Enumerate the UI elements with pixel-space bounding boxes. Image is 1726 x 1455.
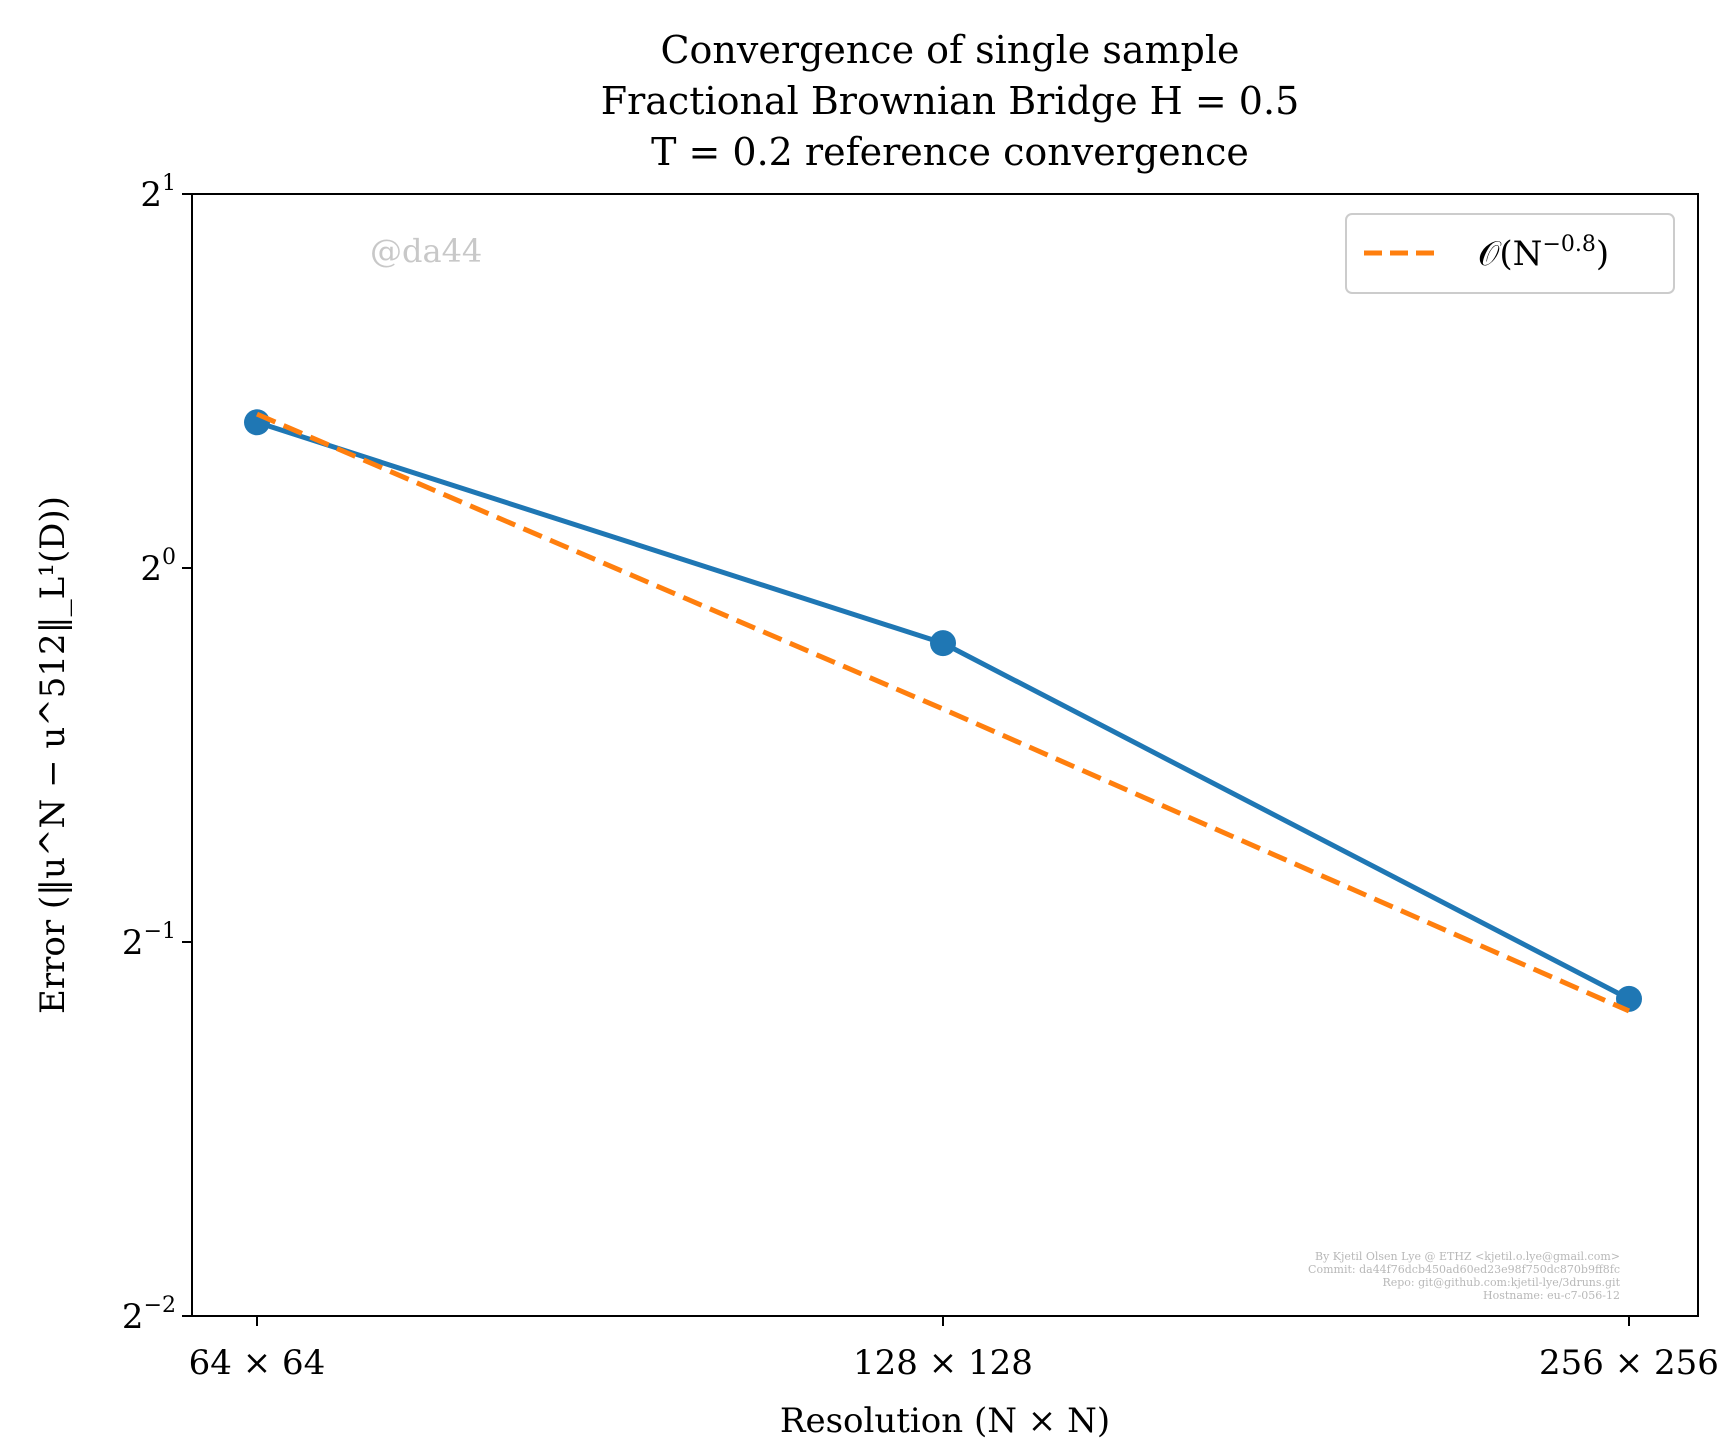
credit-line-4: Hostname: eu-c7-056-12 xyxy=(1483,1289,1620,1302)
legend-label-exp: −0.8 xyxy=(1542,232,1595,257)
chart-title-line-3: T = 0.2 reference convergence xyxy=(651,130,1249,174)
y-tick-base: 2 xyxy=(140,549,162,589)
x-tick-label: 64 × 64 xyxy=(189,1343,326,1383)
data-point-marker xyxy=(930,630,956,657)
y-tick-label: 2−2 xyxy=(122,1293,176,1337)
legend-label-reference: 𝒪(N−0.8) xyxy=(1478,232,1609,274)
credit-line-1: By Kjetil Olsen Lye @ ETHZ <kjetil.o.lye… xyxy=(1315,1250,1620,1263)
x-axis: 64 × 64 128 × 128 256 × 256 xyxy=(189,1316,1719,1383)
data-point-marker xyxy=(244,409,270,436)
reference-line xyxy=(256,411,1631,1014)
y-tick-label: 2−1 xyxy=(122,919,176,963)
legend-box xyxy=(1345,213,1675,294)
credit-line-3: Repo: git@github.com:kjetil-lye/3druns.g… xyxy=(1382,1276,1620,1289)
series-group xyxy=(244,409,1642,1014)
y-tick-base: 2 xyxy=(122,1297,144,1337)
chart-title-line-2: Fractional Brownian Bridge H = 0.5 xyxy=(601,79,1300,123)
y-axis-label: Error (‖u^N − u^512‖_L¹(D)) xyxy=(33,496,73,1014)
legend-label-suffix: ) xyxy=(1596,234,1609,274)
legend-label-prefix: 𝒪(N xyxy=(1478,234,1542,274)
credit-line-2: Commit: da44f76dcb450ad60ed23e98f750dc87… xyxy=(1308,1263,1620,1276)
y-tick-exponent: 0 xyxy=(162,545,176,570)
credits-block: By Kjetil Olsen Lye @ ETHZ <kjetil.o.lye… xyxy=(1308,1250,1621,1302)
watermark-text: @da44 xyxy=(370,232,482,270)
legend: 𝒪(N−0.8) xyxy=(1345,213,1675,294)
error-line xyxy=(256,419,1631,1002)
y-tick-base: 2 xyxy=(140,175,162,215)
x-axis-label: Resolution (N × N) xyxy=(780,1401,1110,1441)
y-tick-exponent: 1 xyxy=(162,171,176,196)
y-tick-exponent: −2 xyxy=(144,1293,176,1318)
data-point-marker xyxy=(1616,985,1642,1012)
y-tick-label: 20 xyxy=(140,545,176,589)
x-tick-label: 256 × 256 xyxy=(1539,1343,1719,1383)
x-tick-label: 128 × 128 xyxy=(853,1343,1033,1383)
y-tick-exponent: −1 xyxy=(144,919,176,944)
plot-area xyxy=(191,193,1699,1317)
y-tick-label: 21 xyxy=(140,171,176,215)
y-tick-base: 2 xyxy=(122,923,144,963)
chart-title-line-1: Convergence of single sample xyxy=(660,28,1239,72)
